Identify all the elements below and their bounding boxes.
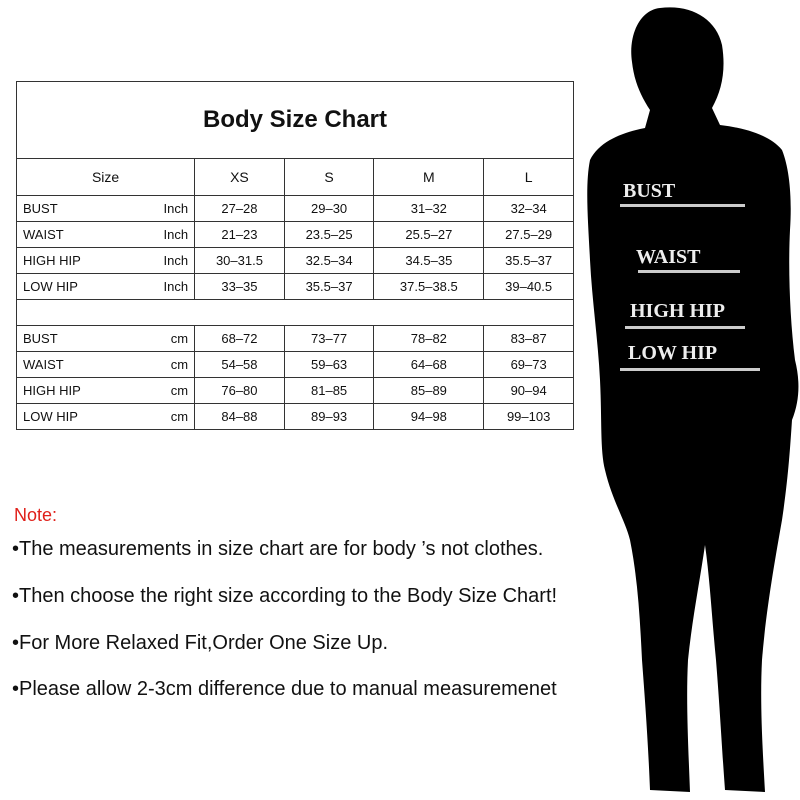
unit-label: cm <box>170 357 189 372</box>
low-hip-line <box>620 368 760 371</box>
high-hip-line <box>625 326 745 329</box>
bust-line <box>620 204 745 207</box>
table-cell: 89–93 <box>283 403 375 430</box>
table-row: HIGH HIP Inch 30–31.5 32.5–34 34.5–35 35.5–37 <box>15 247 574 274</box>
table-cell: 54–58 <box>194 351 285 378</box>
table-cell: 69–73 <box>483 351 574 378</box>
waist-line <box>638 270 740 273</box>
figure-label-waist: WAIST <box>636 246 701 268</box>
table-row: WAIST Inch 21–23 23.5–25 25.5–27 27.5–29 <box>15 221 574 248</box>
table-cell: 29–30 <box>283 195 375 222</box>
row-label: HIGH HIP cm <box>15 377 196 404</box>
table-cell: 78–82 <box>373 325 485 352</box>
unit-label: Inch <box>163 201 189 216</box>
spacer-row <box>16 299 574 326</box>
table-cell: 94–98 <box>373 403 485 430</box>
table-cell: 68–72 <box>194 325 285 352</box>
row-label: BUST cm <box>15 325 196 352</box>
table-row: BUST Inch 27–28 29–30 31–32 32–34 <box>15 195 574 222</box>
size-chart-table: Body Size Chart Size XS S M L BUST Inch 27… <box>15 81 574 430</box>
table-cell: 30–31.5 <box>194 247 285 274</box>
column-header: S <box>283 158 375 196</box>
table-cell: 64–68 <box>373 351 485 378</box>
measure-name: LOW HIP <box>23 409 78 424</box>
table-cell: 76–80 <box>194 377 285 404</box>
measure-name: BUST <box>23 201 58 216</box>
row-label: BUST Inch <box>15 195 196 222</box>
figure-label-bust: BUST <box>623 180 676 202</box>
table-cell: 32.5–34 <box>283 247 375 274</box>
note-bullet: •Please allow 2-3cm difference due to ma… <box>12 678 557 700</box>
table-cell: 35.5–37 <box>283 273 375 300</box>
unit-label: Inch <box>163 279 189 294</box>
column-header: XS <box>194 158 285 196</box>
note-bullet: •For More Relaxed Fit,Order One Size Up. <box>12 632 389 654</box>
table-cell: 90–94 <box>483 377 574 404</box>
table-cell: 84–88 <box>194 403 285 430</box>
header-row: Size XS S M L <box>15 158 574 196</box>
table-row: LOW HIP Inch 33–35 35.5–37 37.5–38.5 39–40.5 <box>15 273 574 300</box>
unit-label: cm <box>170 409 189 424</box>
note-bullet: •The measurements in size chart are for … <box>12 538 544 560</box>
figure-label-high-hip: HIGH HIP <box>630 300 726 322</box>
table-cell: 73–77 <box>283 325 375 352</box>
table-cell: 27.5–29 <box>483 221 574 248</box>
note-bullet: •Then choose the right size according to… <box>12 585 558 607</box>
table-cell: 59–63 <box>283 351 375 378</box>
measure-name: HIGH HIP <box>23 383 81 398</box>
row-label: LOW HIP Inch <box>15 273 196 300</box>
row-label: HIGH HIP Inch <box>15 247 196 274</box>
chart-title: Body Size Chart <box>16 81 574 159</box>
measure-name: LOW HIP <box>23 279 78 294</box>
row-label: LOW HIP cm <box>15 403 196 430</box>
unit-label: Inch <box>163 227 189 242</box>
unit-label: Inch <box>163 253 189 268</box>
table-cell: 35.5–37 <box>483 247 574 274</box>
measure-name: BUST <box>23 331 58 346</box>
table-cell: 25.5–27 <box>373 221 485 248</box>
table-cell: 81–85 <box>283 377 375 404</box>
row-label: WAIST Inch <box>15 221 196 248</box>
table-cell: 37.5–38.5 <box>373 273 485 300</box>
table-cell: 32–34 <box>483 195 574 222</box>
table-row: HIGH HIP cm 76–80 81–85 85–89 90–94 <box>15 377 574 404</box>
table-cell: 85–89 <box>373 377 485 404</box>
note-heading: Note: <box>14 505 58 525</box>
table-cell: 21–23 <box>194 221 285 248</box>
table-row: WAIST cm 54–58 59–63 64–68 69–73 <box>15 351 574 378</box>
table-cell: 33–35 <box>194 273 285 300</box>
unit-label: cm <box>170 383 189 398</box>
table-cell: 39–40.5 <box>483 273 574 300</box>
table-row: BUST cm 68–72 73–77 78–82 83–87 <box>15 325 574 352</box>
measure-name: HIGH HIP <box>23 253 81 268</box>
table-cell: 83–87 <box>483 325 574 352</box>
table-cell: 27–28 <box>194 195 285 222</box>
table-row: LOW HIP cm 84–88 89–93 94–98 99–103 <box>15 403 574 430</box>
measure-name: WAIST <box>23 227 64 242</box>
table-cell: 34.5–35 <box>373 247 485 274</box>
measure-name: WAIST <box>23 357 64 372</box>
unit-label: cm <box>170 331 189 346</box>
column-header: L <box>483 158 574 196</box>
figure-label-low-hip: LOW HIP <box>628 342 718 364</box>
column-header: Size <box>15 158 196 196</box>
row-label: WAIST cm <box>15 351 196 378</box>
table-cell: 23.5–25 <box>283 221 375 248</box>
column-header: M <box>373 158 485 196</box>
table-cell: 31–32 <box>373 195 485 222</box>
table-cell: 99–103 <box>483 403 574 430</box>
